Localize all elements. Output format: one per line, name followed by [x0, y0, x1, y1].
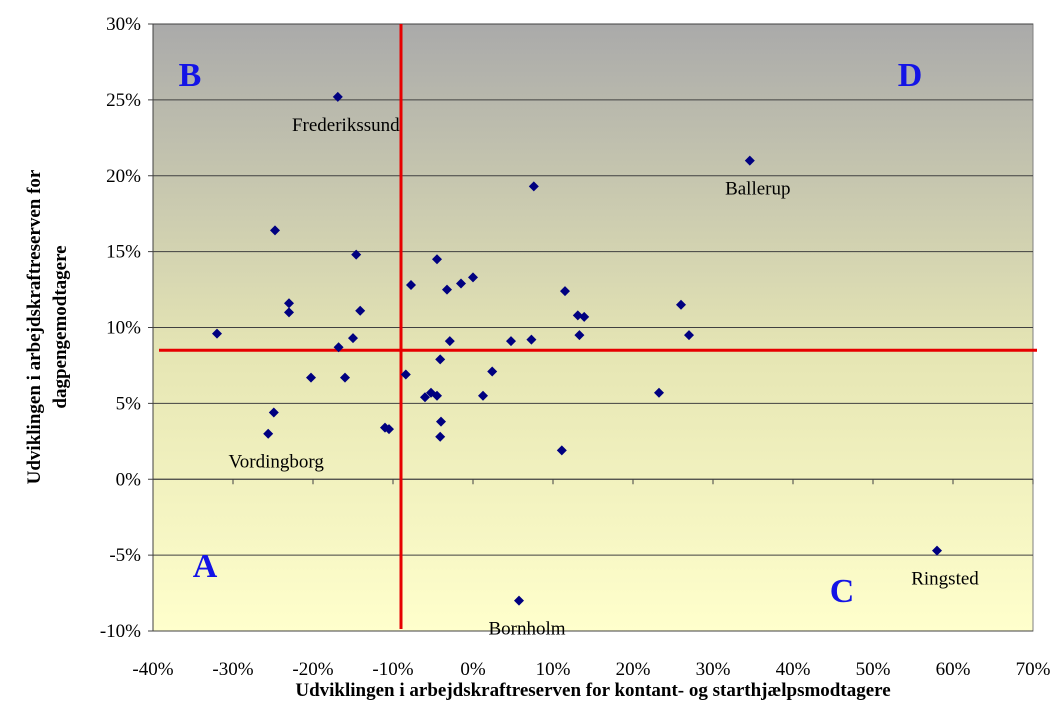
x-tick-label: -10% [372, 659, 413, 680]
y-tick-label: -5% [109, 545, 141, 566]
point [487, 366, 498, 377]
point [406, 280, 416, 291]
point [435, 431, 446, 442]
point-label: Frederikssund [292, 115, 400, 136]
point [444, 336, 455, 347]
point [355, 305, 366, 316]
y-tick-label: 0% [116, 469, 142, 490]
y-tick-label: -10% [100, 621, 141, 642]
point [284, 307, 294, 318]
point [306, 372, 316, 383]
point [348, 333, 358, 344]
x-tick-label: -40% [132, 659, 173, 680]
point-label: Vordingborg [229, 452, 325, 473]
point [284, 298, 294, 309]
y-axis-label: Udviklingen i arbejdskraftreserven for [24, 169, 45, 484]
point [560, 286, 570, 297]
x-tick-label: 50% [856, 659, 891, 680]
x-tick-label: 30% [696, 659, 731, 680]
point [351, 249, 362, 260]
y-tick-label: 15% [106, 242, 141, 263]
point-label: Bornholm [488, 619, 565, 640]
point [654, 387, 664, 398]
point [676, 299, 686, 310]
point [435, 354, 446, 365]
x-tick-label: 70% [1016, 659, 1051, 680]
point [556, 445, 567, 456]
point [514, 595, 524, 606]
point [932, 545, 942, 556]
point [579, 311, 590, 322]
x-tick-label: -30% [212, 659, 253, 680]
point [436, 416, 446, 427]
point [432, 254, 442, 265]
point [574, 330, 585, 341]
point [263, 428, 274, 439]
x-tick-label: 40% [776, 659, 811, 680]
y-tick-label: 25% [106, 90, 141, 111]
point [333, 342, 344, 353]
point [420, 392, 430, 403]
x-tick-label: 0% [460, 659, 486, 680]
point [432, 390, 442, 401]
y-tick-label: 20% [106, 166, 141, 187]
y-tick-label: 10% [106, 318, 141, 339]
point [528, 181, 539, 192]
point-label: Ringsted [911, 569, 979, 590]
x-axis-label: Udviklingen i arbejdskraftreserven for k… [295, 680, 890, 701]
point [212, 328, 222, 339]
x-tick-label: -20% [292, 659, 333, 680]
x-tick-label: 20% [616, 659, 651, 680]
point [340, 372, 350, 383]
quadrant-label: C [830, 573, 855, 610]
point [268, 407, 279, 418]
point [400, 369, 411, 380]
point [744, 155, 755, 166]
y-axis-label: dagpengemodtagere [50, 245, 71, 408]
y-tick-label: 30% [106, 14, 141, 35]
point [684, 330, 694, 341]
point-label: Ballerup [725, 179, 790, 200]
point [384, 424, 394, 435]
point [478, 390, 488, 401]
point [442, 284, 452, 295]
point [456, 278, 466, 289]
x-tick-label: 10% [536, 659, 571, 680]
point [526, 334, 537, 345]
point [270, 225, 280, 236]
quadrant-label: A [193, 548, 218, 585]
point [468, 272, 478, 283]
quadrant-label: D [898, 57, 923, 94]
quadrant-label: B [179, 57, 202, 94]
point [332, 91, 343, 102]
x-tick-label: 60% [936, 659, 971, 680]
point [506, 336, 516, 347]
y-tick-label: 5% [116, 393, 142, 414]
